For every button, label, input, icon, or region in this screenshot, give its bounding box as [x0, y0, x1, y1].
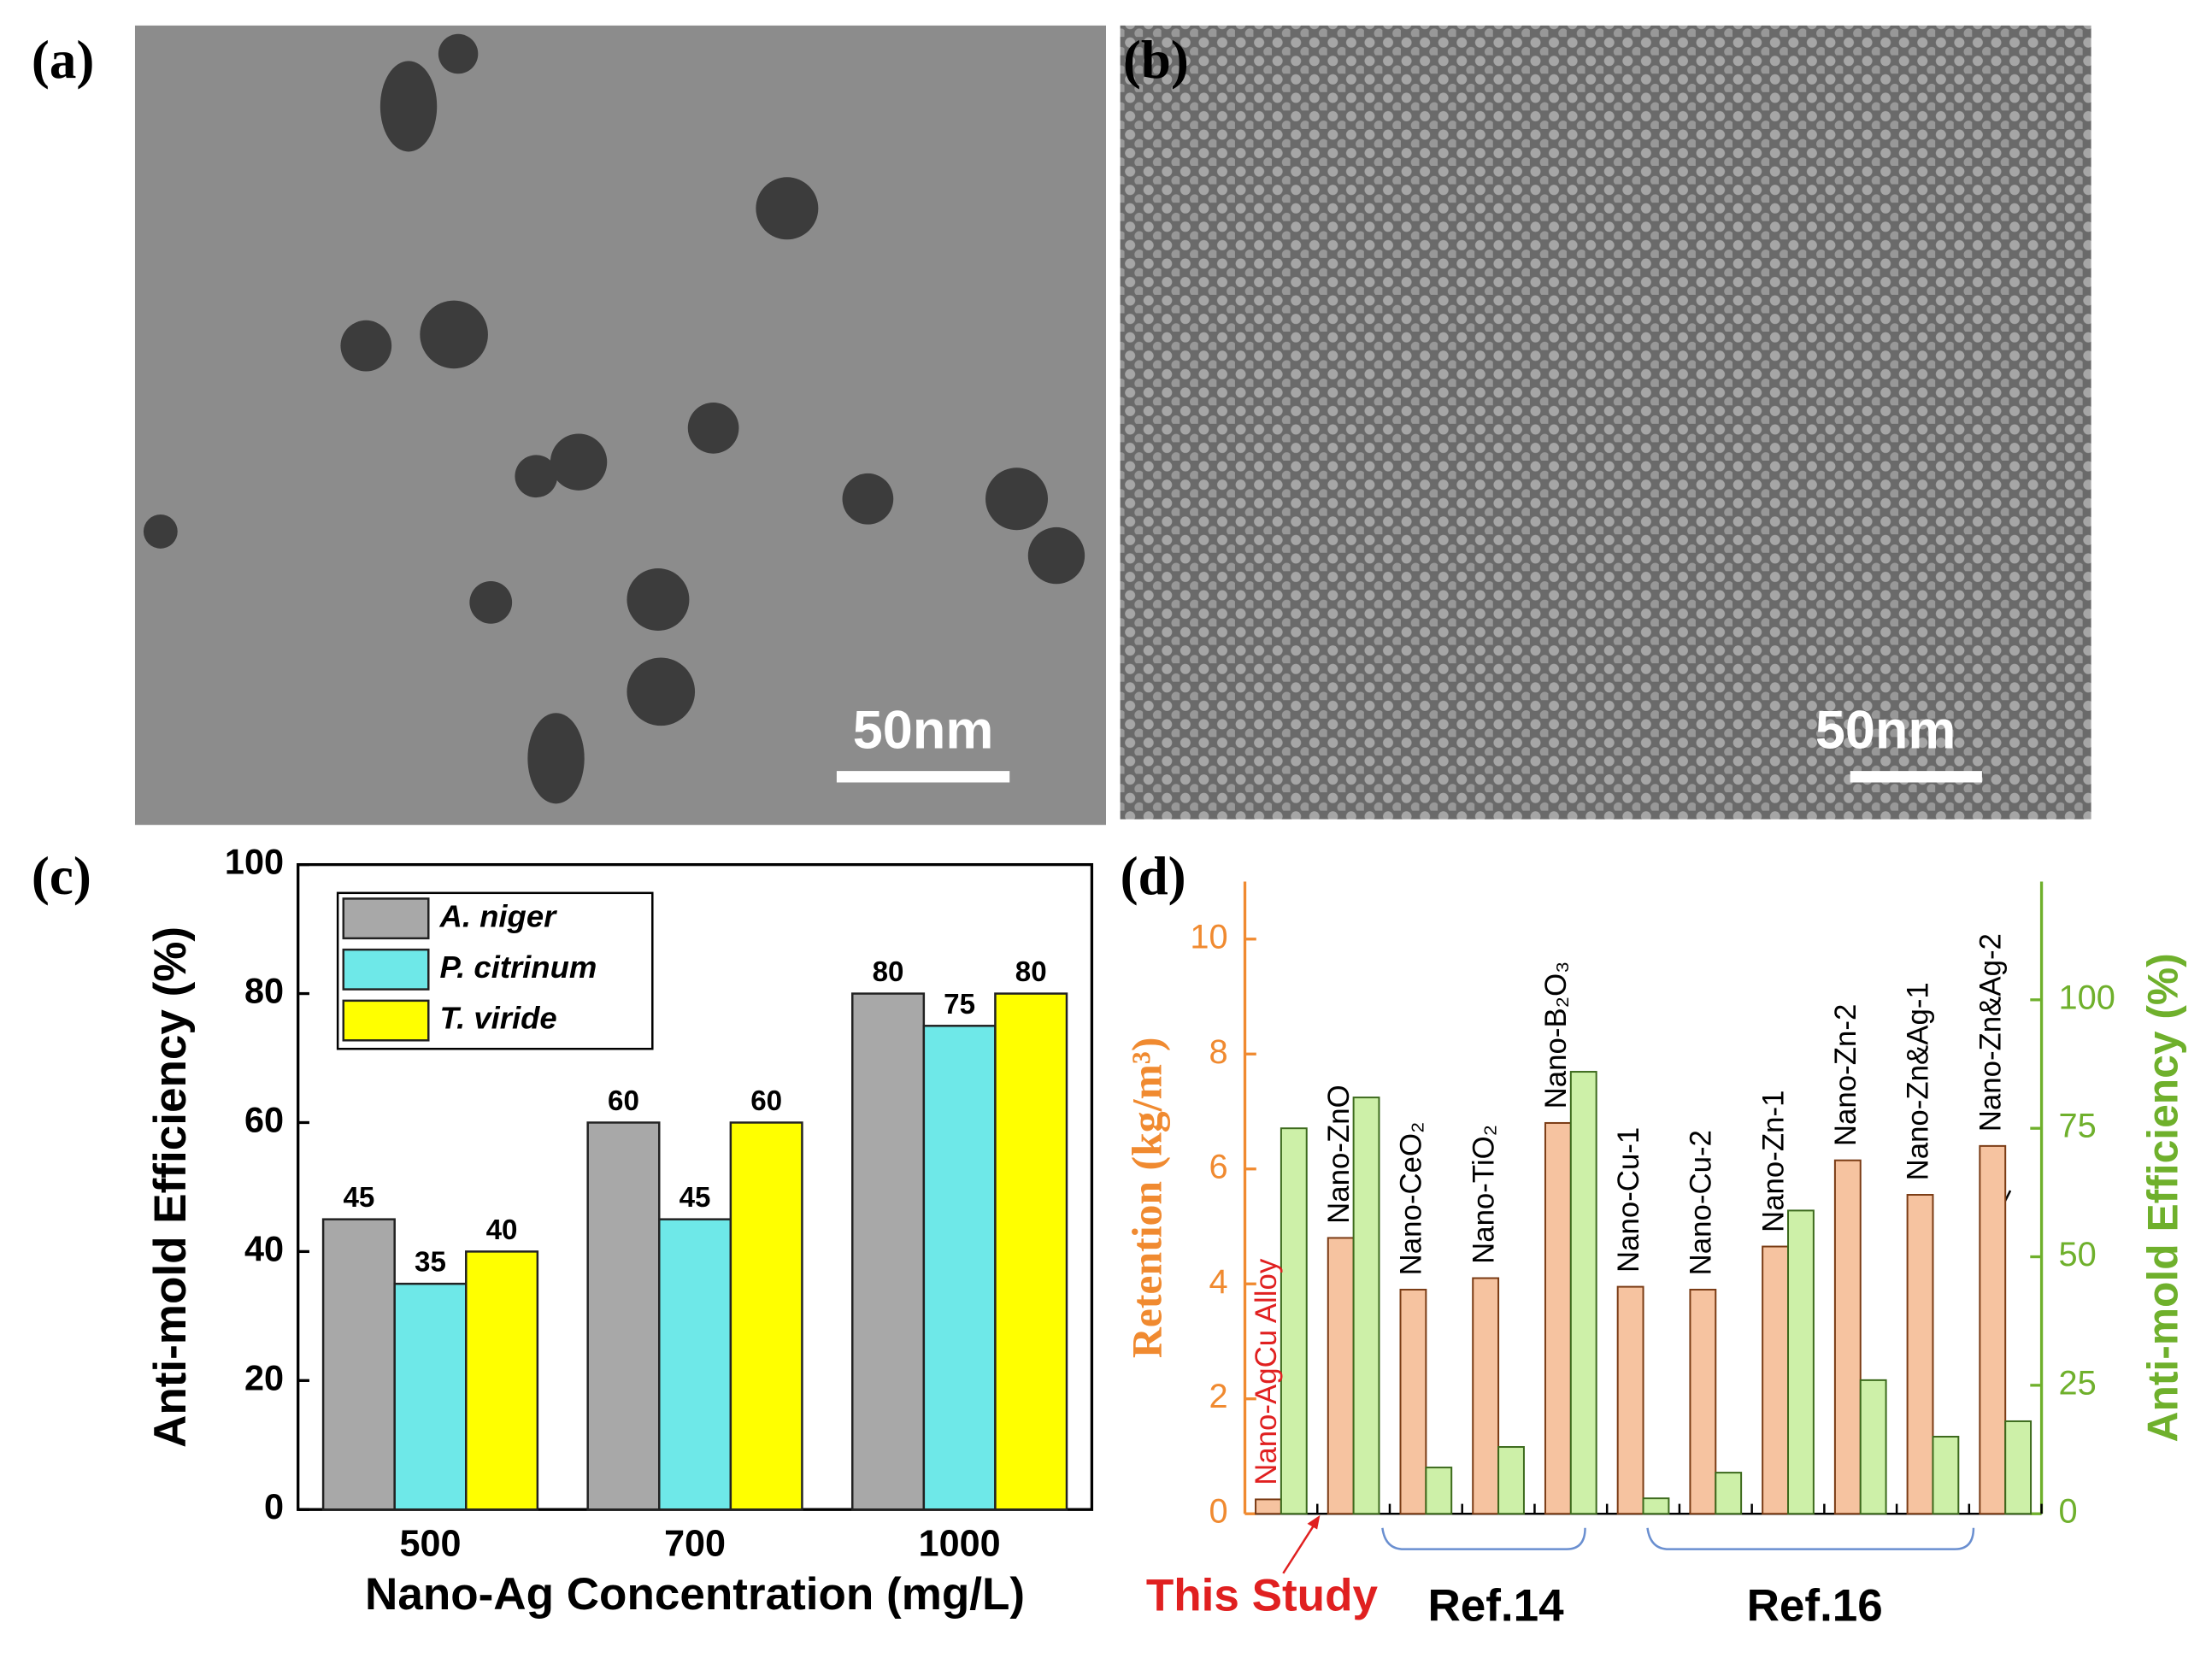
annotation: Ref.14 [1427, 1580, 1564, 1631]
bar [994, 992, 1068, 1511]
y-tick-label: 80 [244, 971, 284, 1011]
scale-bar-label: 50nm [1815, 701, 1956, 761]
value-label: 35 [415, 1247, 446, 1279]
panel-label: (a) [32, 30, 94, 90]
y2-axis-label: Anti-mold Efficiency (%) [2139, 953, 2187, 1442]
annotation: Ref.16 [1747, 1580, 1883, 1631]
bar [851, 992, 926, 1511]
category-label: Nano-Zn&Ag-1 [1902, 982, 1935, 1180]
value-label: 80 [1015, 956, 1047, 988]
y2-tick-label: 100 [2058, 979, 2115, 1016]
y-tick-label: 60 [244, 1099, 284, 1139]
bar [1762, 1245, 1790, 1515]
bar [1616, 1285, 1644, 1515]
bar [586, 1121, 661, 1511]
legend-label: A. niger [439, 898, 558, 933]
category-label: Nano-AgCu Alloy [1250, 1258, 1283, 1485]
bracket [1381, 1527, 1586, 1550]
y-tick-label: 20 [244, 1357, 284, 1397]
y-tick-label: 10 [1190, 918, 1227, 955]
category-label: Nano-CeO₂ [1395, 1121, 1428, 1275]
y-tick-label: 4 [1209, 1263, 1227, 1301]
bar [321, 1218, 396, 1511]
y-axis-label: Anti-mold Efficiency (%) [145, 926, 196, 1448]
x-tick-label: 1000 [919, 1524, 1001, 1565]
panel-label: (b) [1123, 30, 1189, 90]
x-axis-label: Nano-Ag Concentration (mg/L) [365, 1569, 1025, 1620]
x-tick-label: 500 [400, 1524, 462, 1565]
legend-swatch [342, 999, 430, 1042]
sem-image [1120, 25, 2091, 820]
value-label: 45 [343, 1182, 374, 1214]
panel-label: (d) [1121, 846, 1186, 906]
bracket [1646, 1527, 1975, 1550]
legend-swatch [342, 897, 430, 940]
bar [1497, 1446, 1525, 1515]
bar [1399, 1288, 1427, 1515]
bar [1833, 1159, 1862, 1515]
bar [658, 1218, 732, 1511]
y2-tick-label: 75 [2058, 1108, 2096, 1145]
category-label: Nano-Zn&Ag-2 [1974, 933, 2007, 1132]
annotation: This Study [1146, 1571, 1379, 1621]
bar [1932, 1436, 1960, 1515]
category-label: Nano-Cu-2 [1685, 1130, 1718, 1275]
legend-label: P. citrinum [440, 950, 597, 985]
bar [1689, 1288, 1717, 1515]
bar [1979, 1144, 2007, 1515]
category-label: Nano-Zn-2 [1829, 1004, 1862, 1146]
bar [1544, 1121, 1572, 1515]
y2-tick-label: 0 [2058, 1493, 2077, 1531]
y-tick-label: 8 [1209, 1033, 1227, 1071]
scale-bar-label: 50nm [853, 701, 994, 761]
bar [393, 1282, 468, 1511]
category-label: Nano-TiO₂ [1467, 1125, 1500, 1264]
value-label: 80 [873, 956, 904, 988]
bar [1255, 1498, 1282, 1515]
value-label: 60 [750, 1085, 782, 1117]
y-tick-label: 40 [244, 1228, 284, 1268]
bar [1280, 1127, 1308, 1515]
bar [1472, 1277, 1500, 1515]
bar [465, 1250, 539, 1511]
bar [1859, 1379, 1887, 1515]
legend-swatch [342, 948, 430, 991]
bar [1425, 1467, 1453, 1515]
bar [1715, 1472, 1743, 1515]
value-label: 45 [679, 1182, 711, 1214]
category-label: Nano-B₂O₃ [1539, 961, 1573, 1109]
bar [1569, 1071, 1597, 1515]
particles [143, 33, 1085, 804]
bar [922, 1025, 997, 1511]
y-tick-label: 100 [225, 842, 284, 882]
value-label: 75 [944, 989, 975, 1020]
value-label: 60 [608, 1085, 639, 1117]
tem-image [134, 25, 1106, 826]
bar [1327, 1237, 1355, 1515]
y2-tick-label: 50 [2058, 1236, 2096, 1273]
bar [2004, 1420, 2033, 1515]
y-axis-label: Retention (kg/m³) [1123, 1038, 1170, 1359]
category-label: Nano-Cu-1 [1612, 1127, 1645, 1273]
y-tick-label: 2 [1209, 1378, 1227, 1415]
arrowhead [1307, 1514, 1321, 1530]
category-label: Nano-ZnO [1322, 1085, 1356, 1224]
y-tick-label: 0 [1209, 1493, 1227, 1531]
arrow [1282, 1521, 1317, 1574]
legend-label: T. viride [440, 1001, 557, 1036]
category-label: Nano-Zn-1 [1756, 1091, 1790, 1232]
x-tick-label: 700 [664, 1524, 726, 1565]
bar [729, 1121, 803, 1511]
value-label: 40 [486, 1214, 518, 1246]
bar [1642, 1497, 1670, 1515]
y-tick-label: 6 [1209, 1148, 1227, 1185]
y2-tick-label: 25 [2058, 1364, 2096, 1402]
bar [1787, 1209, 1815, 1515]
bar [1352, 1097, 1380, 1515]
bar [1906, 1194, 1934, 1515]
panel-label: (c) [32, 846, 91, 906]
y-tick-label: 0 [264, 1486, 284, 1526]
